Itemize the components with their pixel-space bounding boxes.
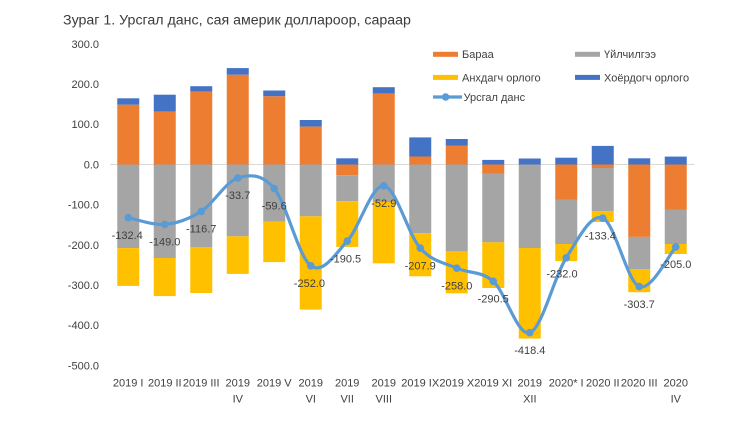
svg-text:-418.4: -418.4 bbox=[514, 345, 545, 357]
svg-text:-252.0: -252.0 bbox=[294, 278, 325, 290]
svg-text:Зураг 1. Урсгал данс, сая амер: Зураг 1. Урсгал данс, сая америк долларо… bbox=[63, 13, 411, 29]
svg-text:VIII: VIII bbox=[376, 393, 393, 405]
svg-text:2019 V: 2019 V bbox=[257, 378, 293, 390]
svg-text:-500.0: -500.0 bbox=[68, 360, 99, 372]
svg-text:2020: 2020 bbox=[664, 378, 688, 390]
svg-text:-190.5: -190.5 bbox=[330, 253, 361, 265]
svg-text:-200.0: -200.0 bbox=[68, 240, 99, 252]
svg-text:-400.0: -400.0 bbox=[68, 320, 99, 332]
svg-text:2019 I: 2019 I bbox=[113, 378, 144, 390]
svg-text:-33.7: -33.7 bbox=[225, 190, 250, 202]
svg-text:-149.0: -149.0 bbox=[149, 237, 180, 249]
svg-text:-100.0: -100.0 bbox=[68, 200, 99, 212]
svg-text:100.0: 100.0 bbox=[71, 119, 99, 131]
svg-text:2019: 2019 bbox=[372, 378, 396, 390]
svg-text:2019 III: 2019 III bbox=[183, 378, 220, 390]
svg-text:Бараа: Бараа bbox=[462, 49, 495, 61]
svg-text:Анхдагч орлого: Анхдагч орлого bbox=[462, 72, 541, 84]
svg-text:Үйлчилгээ: Үйлчилгээ bbox=[604, 49, 656, 61]
svg-text:VI: VI bbox=[306, 393, 316, 405]
svg-text:Хоёрдогч орлого: Хоёрдогч орлого bbox=[604, 72, 689, 84]
svg-text:IV: IV bbox=[233, 393, 244, 405]
svg-text:IV: IV bbox=[671, 393, 682, 405]
svg-text:-133.4: -133.4 bbox=[585, 231, 616, 243]
svg-text:-258.0: -258.0 bbox=[441, 280, 472, 292]
svg-text:VII: VII bbox=[340, 393, 353, 405]
svg-text:2020* I: 2020* I bbox=[549, 378, 584, 390]
svg-text:2020 II: 2020 II bbox=[586, 378, 620, 390]
svg-text:XII: XII bbox=[523, 393, 536, 405]
svg-text:2019 XI: 2019 XI bbox=[474, 378, 512, 390]
svg-text:200.0: 200.0 bbox=[71, 79, 99, 91]
svg-text:0.0: 0.0 bbox=[84, 159, 99, 171]
svg-text:-116.7: -116.7 bbox=[186, 224, 216, 236]
svg-text:2019 II: 2019 II bbox=[148, 378, 182, 390]
svg-text:-232.0: -232.0 bbox=[546, 268, 577, 280]
svg-text:-300.0: -300.0 bbox=[68, 280, 99, 292]
svg-text:2019: 2019 bbox=[299, 378, 323, 390]
svg-text:-290.5: -290.5 bbox=[478, 294, 509, 306]
svg-text:Урсгал данс: Урсгал данс bbox=[464, 92, 526, 104]
svg-text:-52.9: -52.9 bbox=[371, 198, 396, 210]
svg-text:2019: 2019 bbox=[335, 378, 359, 390]
svg-text:-303.7: -303.7 bbox=[624, 299, 655, 311]
svg-text:-132.4: -132.4 bbox=[112, 230, 143, 242]
svg-text:-207.9: -207.9 bbox=[405, 260, 436, 272]
svg-text:300.0: 300.0 bbox=[71, 39, 99, 51]
svg-text:2020 III: 2020 III bbox=[621, 378, 658, 390]
svg-text:-59.6: -59.6 bbox=[262, 201, 287, 213]
svg-text:-205.0: -205.0 bbox=[660, 259, 691, 271]
svg-text:2019 X: 2019 X bbox=[439, 378, 475, 390]
svg-text:2019: 2019 bbox=[226, 378, 250, 390]
svg-text:2019 IX: 2019 IX bbox=[401, 378, 440, 390]
svg-text:2019: 2019 bbox=[518, 378, 542, 390]
